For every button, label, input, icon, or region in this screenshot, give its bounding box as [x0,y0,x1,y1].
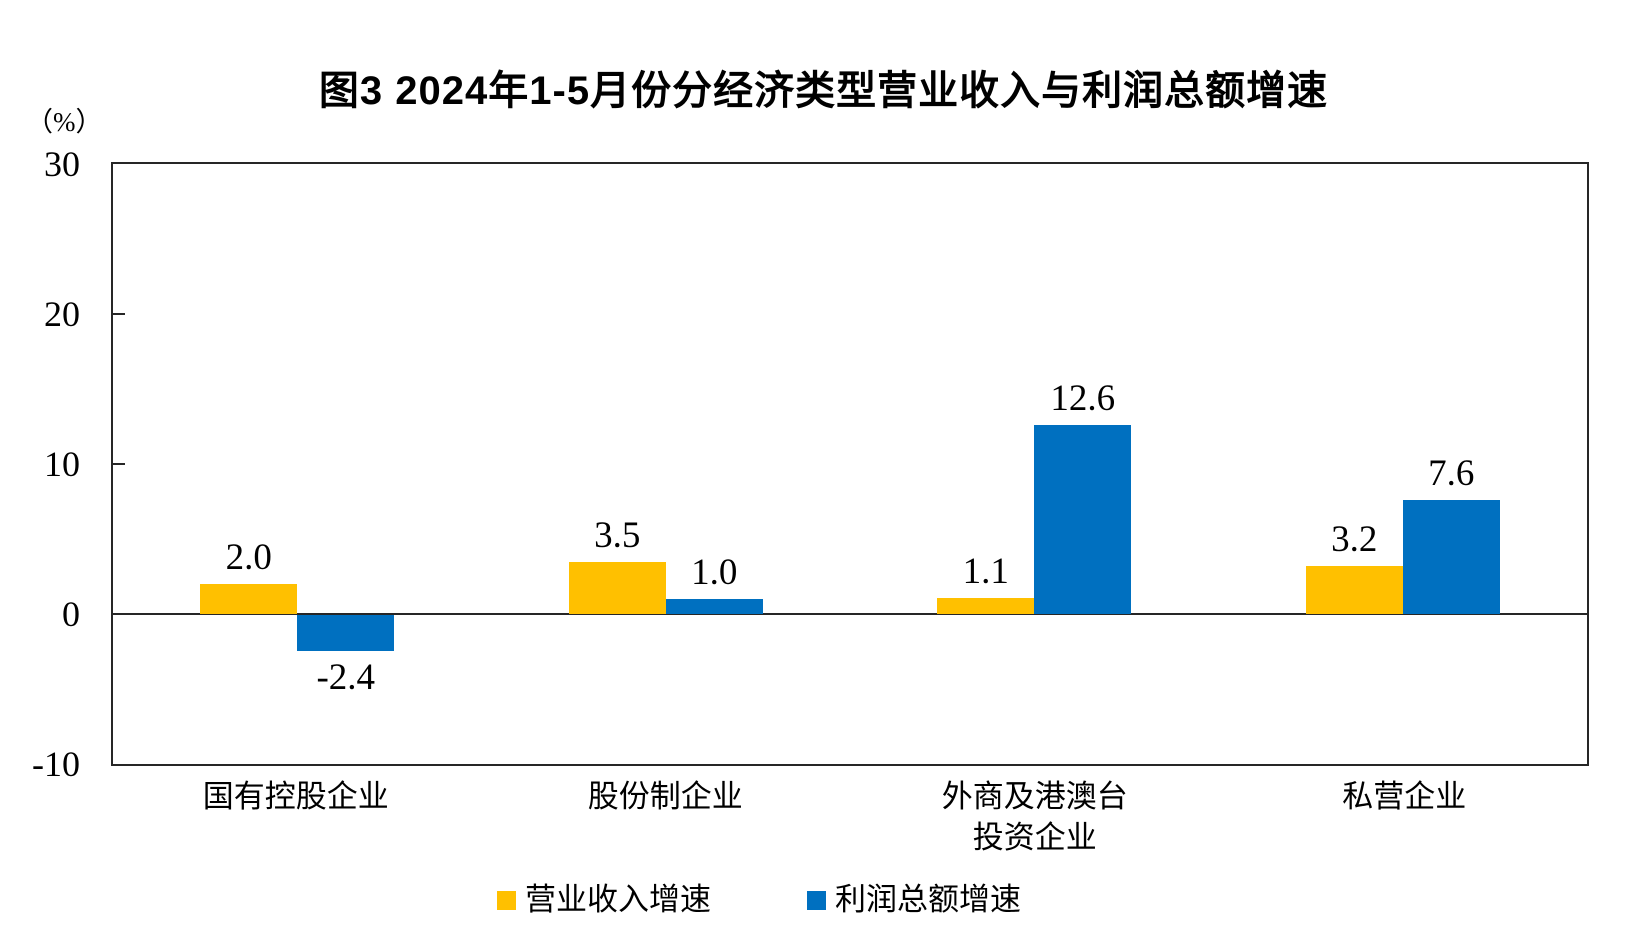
x-axis-labels: 国有控股企业 股份制企业 外商及港澳台 投资企业 私营企业 [111,776,1589,858]
bar-value-label: -2.4 [316,657,376,698]
x-category-label: 外商及港澳台 投资企业 [941,779,1128,855]
zero-axis-line [113,613,1587,615]
profit-growth-bar [665,599,763,614]
bar-value-label: 3.5 [594,514,641,556]
x-category-label: 国有控股企业 [202,779,389,814]
y-tick-label: 10 [44,444,80,484]
bar-value-label: 7.6 [1428,453,1475,494]
revenue-growth-bar [568,561,666,614]
x-category-label: 私营企业 [1342,779,1467,814]
legend-item-profit-growth: 利润总额增速 [807,882,1021,918]
chart-title: 图3 2024年1-5月份分经济类型营业收入与利润总额增速 [318,69,1329,113]
revenue-growth-bar [200,584,298,614]
profit-growth-bar [1402,500,1500,614]
plot-area: 2.0 3.5 1.1 3.2 -2.4 1.0 12.6 7.6 [111,162,1589,766]
legend: 营业收入增速 利润总额增速 [497,882,1021,918]
y-tick-label: 0 [62,594,80,634]
bar-value-label: 3.2 [1331,519,1378,560]
legend-item-revenue-growth: 营业收入增速 [497,882,711,918]
bar-value-label: 2.0 [225,537,272,578]
bar-value-label: 1.1 [962,550,1009,592]
y-axis-tick [113,313,125,315]
legend-swatch-profit-growth [807,890,826,910]
bar-value-label: 12.6 [1050,378,1116,419]
y-axis-labels: 30 20 10 0 -10 [0,144,80,784]
legend-swatch-revenue-growth [497,890,516,910]
x-category-label: 股份制企业 [587,779,743,814]
legend-label: 利润总额增速 [835,882,1021,917]
y-tick-label: 30 [44,144,80,184]
profit-growth-bar [1034,425,1132,614]
bar-value-label: 1.0 [691,552,738,593]
revenue-growth-bar [1305,566,1403,614]
y-tick-label: -10 [32,744,80,784]
profit-growth-bar [297,615,395,651]
y-tick-label: 20 [44,294,80,334]
legend-label: 营业收入增速 [525,882,711,917]
y-axis-tick [113,463,125,465]
revenue-growth-bar [937,597,1035,614]
y-axis-unit-label: （%） [26,107,103,137]
